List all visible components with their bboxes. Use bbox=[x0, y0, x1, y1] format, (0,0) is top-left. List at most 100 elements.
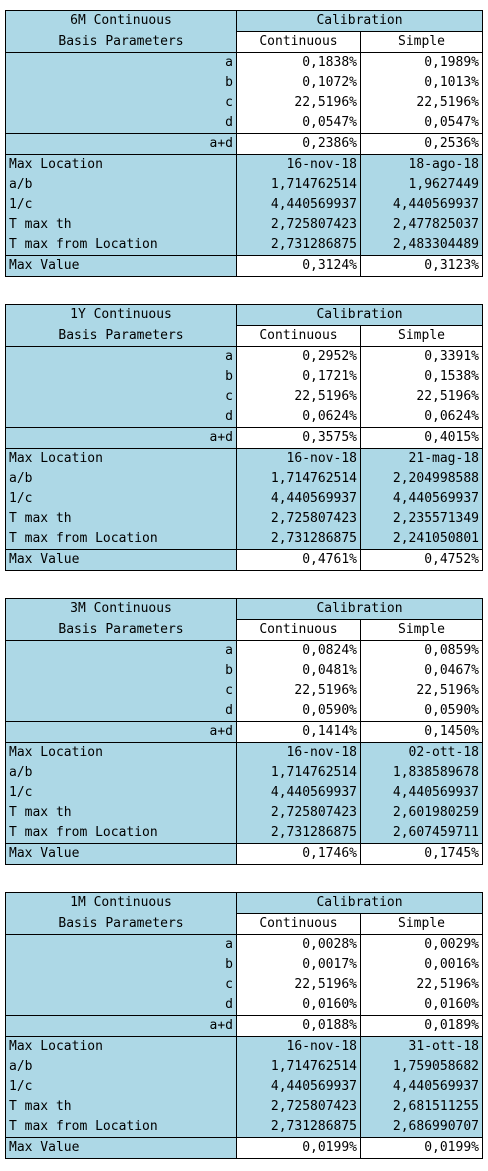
cell-continuous: 0,3575% bbox=[236, 427, 361, 449]
cell-simple: 0,0547% bbox=[360, 113, 483, 134]
column-header-continuous: Continuous bbox=[236, 619, 361, 641]
table-row-max-value: Max Value 0,4761% 0,4752% bbox=[5, 549, 483, 571]
table-row: c 22,5196% 22,5196% bbox=[5, 93, 483, 113]
cell-continuous: 1,714762514 bbox=[236, 175, 361, 195]
row-label: c bbox=[5, 93, 237, 113]
cell-simple: 22,5196% bbox=[360, 387, 483, 407]
cell-simple: 2,601980259 bbox=[360, 803, 483, 823]
table-row-sum: a+d 0,2386% 0,2536% bbox=[5, 133, 483, 155]
calibration-table-6m: 6M Continuous Calibration Basis Paramete… bbox=[5, 10, 483, 277]
calibration-header: Calibration bbox=[236, 598, 483, 620]
table-row: T max from Location 2,731286875 2,686990… bbox=[5, 1117, 483, 1138]
row-label: Max Value bbox=[5, 549, 237, 571]
cell-simple: 02-ott-18 bbox=[360, 742, 483, 763]
cell-continuous: 2,725807423 bbox=[236, 509, 361, 529]
row-label: d bbox=[5, 407, 237, 428]
cell-continuous: 16-nov-18 bbox=[236, 154, 361, 175]
cell-continuous: 4,440569937 bbox=[236, 489, 361, 509]
cell-simple: 0,0624% bbox=[360, 407, 483, 428]
table-row-max-value: Max Value 0,3124% 0,3123% bbox=[5, 255, 483, 277]
cell-continuous: 1,714762514 bbox=[236, 763, 361, 783]
cell-simple: 18-ago-18 bbox=[360, 154, 483, 175]
cell-simple: 2,607459711 bbox=[360, 823, 483, 844]
row-label: a bbox=[5, 52, 237, 73]
table-row: c 22,5196% 22,5196% bbox=[5, 387, 483, 407]
calibration-table-1y: 1Y Continuous Calibration Basis Paramete… bbox=[5, 304, 483, 571]
row-label: Max Location bbox=[5, 742, 237, 763]
cell-continuous: 16-nov-18 bbox=[236, 448, 361, 469]
row-label: a bbox=[5, 934, 237, 955]
cell-simple: 0,3391% bbox=[360, 346, 483, 367]
row-label: 1/c bbox=[5, 195, 237, 215]
calibration-table-1m: 1M Continuous Calibration Basis Paramete… bbox=[5, 892, 483, 1159]
cell-continuous: 16-nov-18 bbox=[236, 1036, 361, 1057]
cell-simple: 2,241050801 bbox=[360, 529, 483, 550]
cell-simple: 1,759058682 bbox=[360, 1057, 483, 1077]
row-label: a bbox=[5, 346, 237, 367]
row-label: Max Value bbox=[5, 1137, 237, 1159]
row-label: c bbox=[5, 975, 237, 995]
cell-continuous: 22,5196% bbox=[236, 975, 361, 995]
cell-continuous: 22,5196% bbox=[236, 387, 361, 407]
table-row-sum: a+d 0,3575% 0,4015% bbox=[5, 427, 483, 449]
table-row: T max from Location 2,731286875 2,607459… bbox=[5, 823, 483, 844]
row-label: b bbox=[5, 367, 237, 387]
row-label: Max Location bbox=[5, 1036, 237, 1057]
cell-continuous: 2,725807423 bbox=[236, 803, 361, 823]
cell-continuous: 22,5196% bbox=[236, 681, 361, 701]
cell-simple: 0,4752% bbox=[360, 549, 483, 571]
cell-continuous: 0,3124% bbox=[236, 255, 361, 277]
cell-simple: 2,477825037 bbox=[360, 215, 483, 235]
row-label: T max th bbox=[5, 803, 237, 823]
row-label: a+d bbox=[5, 1015, 237, 1037]
row-label: a+d bbox=[5, 721, 237, 743]
row-label: d bbox=[5, 113, 237, 134]
table-row: b 0,0481% 0,0467% bbox=[5, 661, 483, 681]
table-subtitle: Basis Parameters bbox=[5, 31, 237, 53]
table-subtitle: Basis Parameters bbox=[5, 619, 237, 641]
row-label: T max th bbox=[5, 215, 237, 235]
table-row: 1/c 4,440569937 4,440569937 bbox=[5, 195, 483, 215]
cell-continuous: 0,1746% bbox=[236, 843, 361, 865]
table-row: T max th 2,725807423 2,235571349 bbox=[5, 509, 483, 529]
table-subtitle: Basis Parameters bbox=[5, 325, 237, 347]
row-label: a/b bbox=[5, 763, 237, 783]
cell-simple: 0,0590% bbox=[360, 701, 483, 722]
table-subheader-row: Basis Parameters Continuous Simple bbox=[5, 913, 483, 935]
cell-continuous: 2,731286875 bbox=[236, 1117, 361, 1138]
row-label: T max from Location bbox=[5, 235, 237, 256]
row-label: 1/c bbox=[5, 489, 237, 509]
cell-continuous: 0,1072% bbox=[236, 73, 361, 93]
cell-continuous: 0,0824% bbox=[236, 640, 361, 661]
table-row: a/b 1,714762514 1,9627449 bbox=[5, 175, 483, 195]
cell-simple: 0,1013% bbox=[360, 73, 483, 93]
table-row: d 0,0590% 0,0590% bbox=[5, 701, 483, 722]
cell-simple: 0,0189% bbox=[360, 1015, 483, 1037]
row-label: d bbox=[5, 701, 237, 722]
cell-continuous: 2,725807423 bbox=[236, 1097, 361, 1117]
calibration-header: Calibration bbox=[236, 304, 483, 326]
table-row: a/b 1,714762514 2,204998588 bbox=[5, 469, 483, 489]
table-row: a 0,2952% 0,3391% bbox=[5, 346, 483, 367]
cell-continuous: 0,0028% bbox=[236, 934, 361, 955]
cell-simple: 0,0016% bbox=[360, 955, 483, 975]
cell-continuous: 0,0017% bbox=[236, 955, 361, 975]
row-label: T max th bbox=[5, 509, 237, 529]
row-label: a+d bbox=[5, 133, 237, 155]
table-row: 1/c 4,440569937 4,440569937 bbox=[5, 489, 483, 509]
column-header-simple: Simple bbox=[360, 31, 483, 53]
table-row: c 22,5196% 22,5196% bbox=[5, 681, 483, 701]
table-row: d 0,0160% 0,0160% bbox=[5, 995, 483, 1016]
row-label: b bbox=[5, 661, 237, 681]
table-row: T max from Location 2,731286875 2,241050… bbox=[5, 529, 483, 550]
cell-continuous: 0,1838% bbox=[236, 52, 361, 73]
cell-continuous: 0,0199% bbox=[236, 1137, 361, 1159]
calibration-header: Calibration bbox=[236, 892, 483, 914]
cell-continuous: 0,0481% bbox=[236, 661, 361, 681]
table-row: 1/c 4,440569937 4,440569937 bbox=[5, 783, 483, 803]
cell-simple: 4,440569937 bbox=[360, 195, 483, 215]
row-label: a/b bbox=[5, 1057, 237, 1077]
row-label: T max th bbox=[5, 1097, 237, 1117]
row-label: 1/c bbox=[5, 783, 237, 803]
cell-continuous: 0,0160% bbox=[236, 995, 361, 1016]
